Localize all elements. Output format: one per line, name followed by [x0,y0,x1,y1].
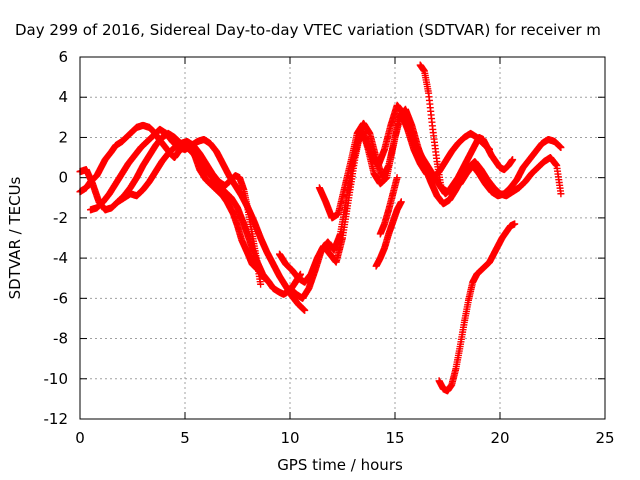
x-tick-label: 25 [595,429,614,447]
data-series [114,137,265,288]
data-point [393,174,401,182]
y-tick-label: -12 [44,410,69,428]
x-tick-label: 5 [180,429,190,447]
data-point [301,306,309,314]
x-tick-label: 10 [280,429,299,447]
axis-ticks: 0 5 10 15 20 25 -12 -10 -8 -6 -4 -2 0 2 4 6 [44,48,615,447]
y-tick-label: 4 [58,88,68,106]
y-tick-label: 2 [58,128,68,146]
y-tick-label: 0 [58,169,68,187]
data-point [557,190,565,198]
data-point [257,280,265,288]
x-tick-label: 20 [490,429,509,447]
x-tick-label: 0 [75,429,85,447]
chart-title: Day 299 of 2016, Sidereal Day-to-day VTE… [15,21,601,39]
y-tick-label: -2 [53,209,68,227]
data-point [265,278,273,286]
y-tick-label: -8 [53,330,68,348]
y-tick-label: -10 [44,370,69,388]
y-tick-label: -6 [53,289,68,307]
data-marks [76,61,565,395]
x-tick-label: 15 [385,429,404,447]
y-tick-label: 6 [58,48,68,66]
data-series [435,220,519,395]
y-tick-label: -4 [53,249,68,267]
y-axis-label: SDTVAR / TECUs [6,176,24,299]
x-axis-label: GPS time / hours [277,456,403,474]
